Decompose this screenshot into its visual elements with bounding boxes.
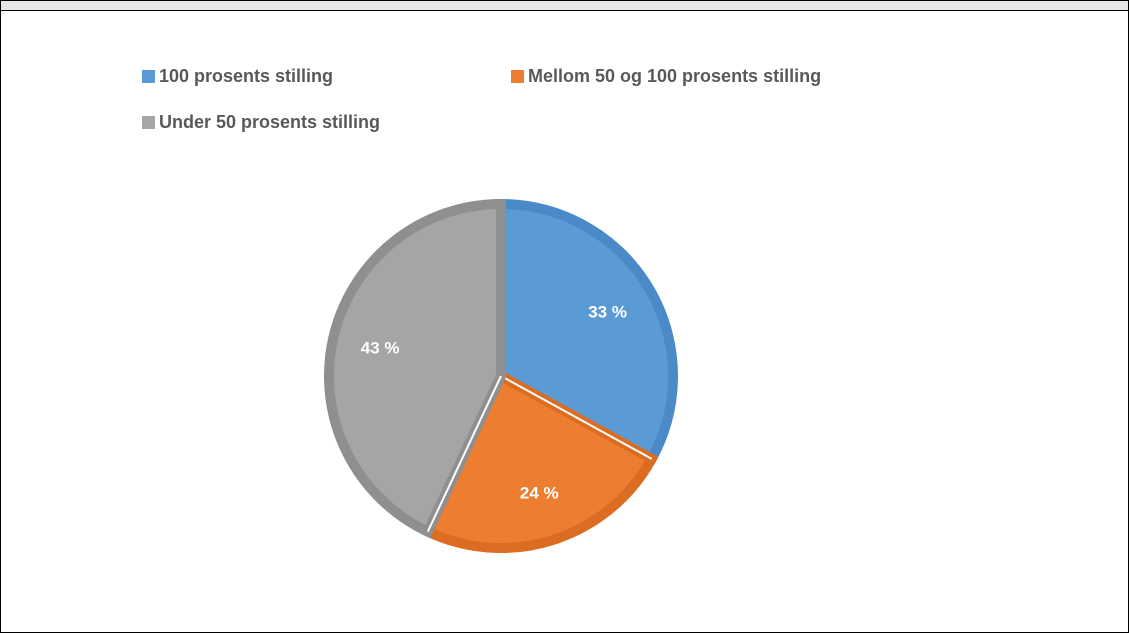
legend: 100 prosents stilling Mellom 50 og 100 p… <box>1 1 1128 141</box>
slice-label-under-50: 43 % <box>361 338 400 357</box>
top-band <box>1 1 1128 11</box>
slice-separator <box>426 375 502 533</box>
legend-label-100-prosents: 100 prosents stilling <box>159 66 334 86</box>
slice-label-100-prosents: 33 % <box>588 302 627 321</box>
legend-label-under-50: Under 50 prosents stilling <box>159 112 381 132</box>
legend-item-100-prosents: 100 prosents stilling <box>142 66 333 87</box>
slice-separator <box>500 375 653 460</box>
slice-label-mellom-50-og-100: 24 % <box>520 483 559 502</box>
legend-item-mellom-50-og-100: Mellom 50 og 100 prosents stilling <box>511 66 821 87</box>
legend-label-mellom-50-og-100: Mellom 50 og 100 prosents stilling <box>528 66 822 86</box>
legend-item-under-50: Under 50 prosents stilling <box>142 112 380 133</box>
slice-under-50 <box>324 198 506 539</box>
legend-swatch-under-50 <box>142 116 155 129</box>
legend-swatch-100-prosents <box>142 70 155 83</box>
legend-swatch-mellom-50-og-100 <box>511 70 524 83</box>
